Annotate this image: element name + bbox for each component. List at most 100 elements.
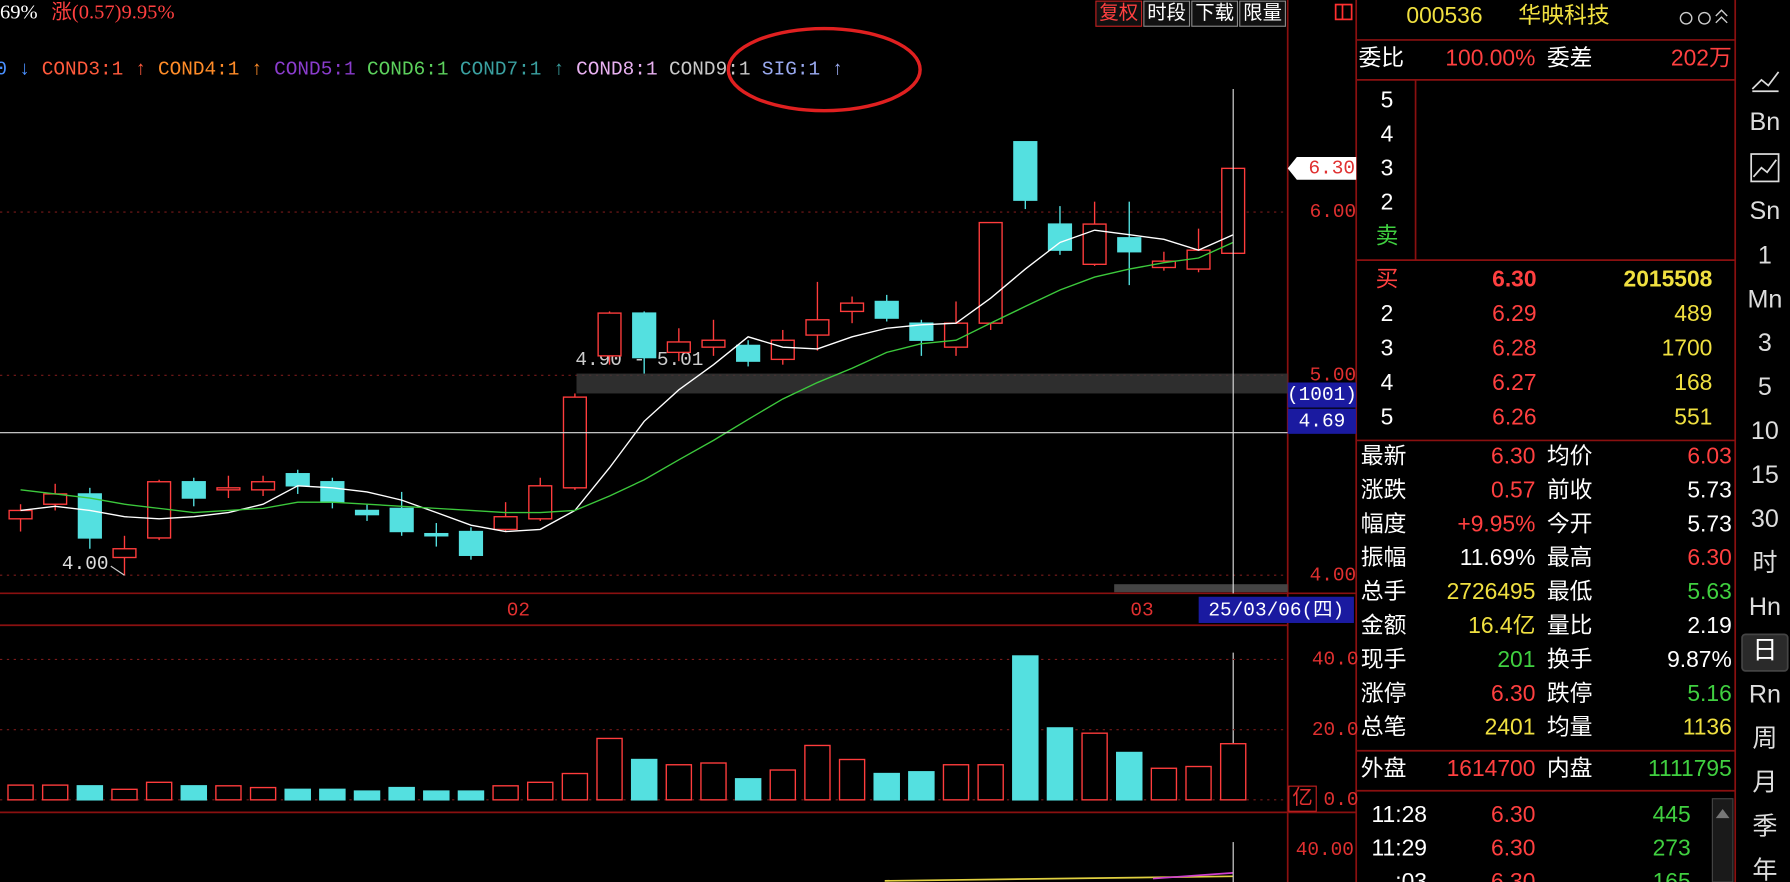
toolbar-item[interactable]: 5 <box>1758 373 1772 401</box>
stat-label: 涨停 <box>1361 680 1407 706</box>
toolbar-item[interactable]: 月 <box>1752 769 1777 797</box>
stat-value: 11.69% <box>1460 544 1536 570</box>
toolbar-button[interactable] <box>1095 0 1143 27</box>
toolbar-item[interactable]: 15 <box>1751 461 1779 489</box>
buy-price: 6.26 <box>1492 404 1536 430</box>
volume-bar <box>1219 743 1247 801</box>
trade-time: 11:28 <box>1372 801 1427 827</box>
volume-bar <box>734 778 762 801</box>
volume-bar <box>180 785 208 801</box>
candle-body <box>666 341 691 354</box>
toolbar-item[interactable]: 季 <box>1752 812 1777 840</box>
candle-body <box>770 339 795 361</box>
toolbar-button-label[interactable]: 限量 <box>1243 2 1282 24</box>
ma-line <box>20 241 1234 514</box>
sell-level-label: 3 <box>1381 155 1394 181</box>
candle-body <box>354 509 380 516</box>
candle-body <box>701 339 726 348</box>
candle-body <box>978 221 1003 324</box>
sell-level-label: 4 <box>1381 121 1394 147</box>
indicator-item: 0 ↓ <box>0 59 30 81</box>
toolbar-item[interactable]: Hn <box>1749 593 1781 621</box>
flow-label: 内盘 <box>1547 755 1593 781</box>
stock-code: 000536 <box>1406 2 1482 28</box>
toolbar-item[interactable]: 周 <box>1752 725 1777 753</box>
indicator-item: COND8:1 <box>576 59 657 81</box>
sell-level-label: 卖 <box>1376 223 1399 249</box>
stat-label: 均价 <box>1547 443 1593 469</box>
toolbar-item[interactable]: Rn <box>1749 681 1781 709</box>
stat-label: 均量 <box>1547 714 1593 740</box>
toolbar-button-label[interactable]: 时段 <box>1147 2 1186 24</box>
volume-bar <box>596 737 623 801</box>
price-band <box>576 373 1288 394</box>
trade-volume: 445 <box>1653 801 1691 827</box>
indicator-item: COND7:1 ↑ <box>460 59 565 81</box>
candle-body <box>216 487 241 491</box>
highlight-ellipse <box>726 26 922 113</box>
candle-body <box>839 302 865 313</box>
volume-bar <box>1150 767 1178 801</box>
toolbar-item[interactable]: 30 <box>1751 505 1779 533</box>
toolbar-button-label[interactable]: 复权 <box>1099 2 1138 24</box>
toolbar-item[interactable]: 年 <box>1752 856 1777 882</box>
buy-level-label: 买 <box>1376 266 1399 292</box>
trade-volume: 165 <box>1653 868 1691 882</box>
volume-bar <box>111 788 138 801</box>
toolbar-icons <box>1741 71 1789 672</box>
toolbar-item[interactable]: 时 <box>1752 549 1777 577</box>
candle-body <box>285 473 310 487</box>
volume-bar <box>492 785 519 801</box>
toolbar-item[interactable]: 日 <box>1752 637 1777 665</box>
crosshair-count-box <box>1287 382 1357 408</box>
toolbar-item[interactable]: Mn <box>1747 285 1782 313</box>
x-tick-label: 03 <box>1130 600 1153 622</box>
stat-value: 5.73 <box>1687 510 1731 536</box>
stat-label: 现手 <box>1361 646 1407 672</box>
buy-price: 6.29 <box>1492 300 1536 326</box>
volume-bar <box>457 790 485 801</box>
toolbar-item[interactable]: Bn <box>1750 108 1781 136</box>
candle-body <box>8 509 33 520</box>
toolbar-item[interactable]: 3 <box>1758 329 1772 357</box>
volume-bar <box>942 764 970 801</box>
toolbar-button-label[interactable]: 下载 <box>1195 2 1234 24</box>
toolbar-item[interactable]: 1 <box>1758 241 1772 269</box>
stat-value: 5.16 <box>1687 680 1731 706</box>
flow-value: 1111795 <box>1648 755 1732 781</box>
indicator-item: COND5:1 <box>274 59 355 81</box>
sell-level-label: 5 <box>1381 87 1394 113</box>
ma-line <box>20 229 1234 533</box>
volume-bar <box>319 788 346 801</box>
y-tick-label: 6.00 <box>1310 201 1357 223</box>
stat-label: 金额 <box>1361 612 1407 638</box>
sell-level-label: 2 <box>1381 189 1394 215</box>
indicator-item: COND9:1 <box>669 59 750 81</box>
y-tick-label: 40.0 <box>1312 649 1359 671</box>
volume-bar <box>527 781 554 801</box>
toolbar-button[interactable] <box>1191 0 1239 27</box>
toolbar-item[interactable]: 10 <box>1751 417 1779 445</box>
toolbar-button[interactable] <box>1239 0 1286 27</box>
stat-value: 5.63 <box>1687 578 1731 604</box>
stat-value: 201 <box>1497 646 1535 672</box>
stat-label: 跌停 <box>1547 680 1593 706</box>
unit-label: 亿 <box>1292 786 1313 809</box>
scroll-arrow <box>1715 808 1730 819</box>
x-tick-label: 02 <box>507 600 530 622</box>
toolbar-item[interactable]: Sn <box>1750 197 1781 225</box>
y-tick-label: 20.0 <box>1312 719 1359 741</box>
candle-body <box>597 312 622 357</box>
stat-label: 涨跌 <box>1361 476 1407 502</box>
crosshair-date-box <box>1198 596 1354 623</box>
candle-body <box>250 481 276 491</box>
separators <box>0 0 1737 882</box>
indicator-item: COND4:1 ↑ <box>158 59 263 81</box>
trade-time: 11:29 <box>1372 835 1427 861</box>
bottom-panel-lines <box>884 872 1233 882</box>
toolbar-button[interactable] <box>1143 0 1191 27</box>
stat-value: +9.95% <box>1457 510 1535 536</box>
y-tick-label: 0.0 <box>1324 789 1359 811</box>
crosshair-price-box <box>1287 408 1357 434</box>
